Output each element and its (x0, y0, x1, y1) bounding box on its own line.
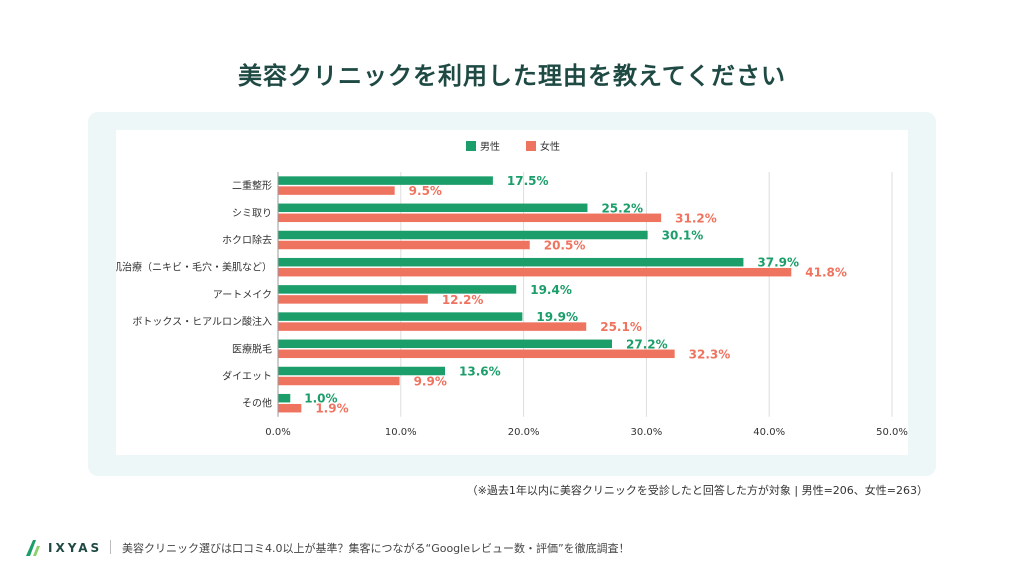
legend-swatch (466, 141, 476, 151)
data-label: 17.5% (507, 174, 549, 188)
data-label: 41.8% (805, 266, 847, 280)
footer-divider (110, 540, 111, 554)
logo-text: IXYAS (48, 541, 103, 555)
category-label: 医療脱毛 (232, 342, 272, 355)
data-label: 9.9% (414, 375, 447, 389)
data-label: 13.6% (459, 365, 501, 379)
data-label: 1.0% (304, 392, 337, 406)
category-label: 二重整形 (232, 179, 272, 192)
bar (278, 285, 517, 294)
x-tick-label: 0.0% (265, 427, 290, 438)
data-label: 9.5% (409, 184, 442, 198)
bar (278, 176, 493, 185)
data-label: 19.4% (530, 283, 572, 297)
data-label: 27.2% (626, 337, 668, 351)
data-label: 12.2% (442, 293, 484, 307)
bar (278, 312, 523, 321)
data-label: 37.9% (757, 256, 799, 270)
category-label: 肌治療（ニキビ・毛穴・美肌など） (116, 261, 272, 274)
legend-swatch (526, 141, 536, 151)
data-label: 30.1% (662, 229, 704, 243)
x-tick-label: 20.0% (508, 427, 540, 438)
x-tick-label: 40.0% (753, 427, 785, 438)
category-label: ホクロ除去 (222, 234, 272, 247)
bar (278, 230, 648, 240)
bar (278, 403, 302, 413)
page-title: 美容クリニックを利用した理由を教えてください (237, 62, 787, 90)
category-label: ダイエット (222, 370, 272, 383)
bar (278, 203, 588, 213)
data-label: 1.9% (315, 402, 348, 416)
logo-icon (26, 540, 40, 556)
bar (278, 257, 744, 267)
bar (278, 393, 291, 403)
bar (278, 322, 587, 331)
bar (278, 366, 446, 376)
data-label: 20.5% (544, 239, 586, 253)
bar (278, 349, 675, 359)
x-tick-label: 30.0% (631, 427, 663, 438)
data-label: 31.2% (675, 211, 717, 225)
category-label: その他 (242, 397, 272, 410)
legend-label: 女性 (540, 140, 560, 153)
category-label: シミ取り (232, 207, 272, 219)
data-label: 32.3% (689, 347, 731, 361)
survey-note: （※過去1年以内に美容クリニックを受診したと回答した方が対象 | 男性=206、… (466, 484, 928, 497)
bar (278, 295, 428, 304)
footer-caption: 美容クリニック選びは口コミ4.0以上が基準？集客につながる“Googleレビュー… (122, 542, 630, 555)
x-tick-label: 50.0% (876, 427, 908, 438)
bar (278, 339, 613, 349)
legend-label: 男性 (480, 140, 500, 153)
bar (278, 267, 792, 277)
category-label: アートメイク (213, 289, 272, 301)
category-label: ボトックス・ヒアルロン酸注入 (132, 315, 272, 328)
x-tick-label: 10.0% (385, 427, 417, 438)
bar (278, 240, 530, 250)
chart-card: 0.0% 10.0% 20.0% 30.0% 40.0% 50.0% 男性 女性二重整形 17.… (116, 130, 908, 455)
data-label: 19.9% (536, 310, 578, 324)
data-label: 25.1% (600, 320, 642, 334)
data-label: 25.2% (601, 201, 643, 215)
bar (278, 186, 395, 195)
bar (278, 213, 662, 223)
logo: IXYAS (24, 538, 102, 558)
bar (278, 376, 400, 386)
footer: IXYAS 美容クリニック選びは口コミ4.0以上が基準？集客につながる“Goog… (0, 528, 1024, 568)
